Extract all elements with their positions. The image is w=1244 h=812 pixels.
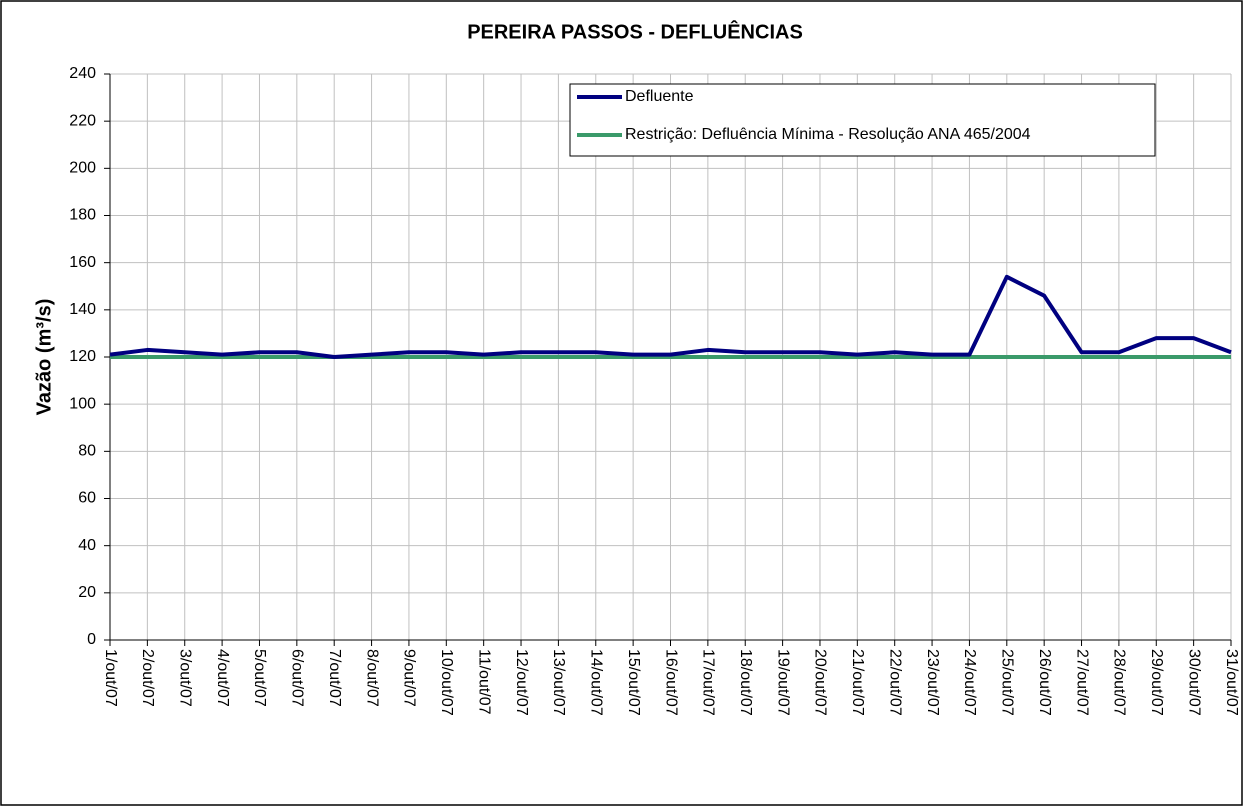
- x-tick-label: 9/out/07: [401, 649, 418, 707]
- x-tick-label: 8/out/07: [363, 649, 380, 707]
- chart-title: PEREIRA PASSOS - DEFLUÊNCIAS: [467, 19, 803, 43]
- x-tick-label: 20/out/07: [812, 649, 829, 716]
- x-tick-label: 15/out/07: [625, 649, 642, 716]
- series-line: [109, 274, 1232, 359]
- x-tick-label: 16/out/07: [662, 649, 679, 716]
- y-tick-label: 40: [78, 537, 96, 554]
- x-tick-label: 1/out/07: [102, 649, 119, 707]
- x-tick-label: 30/out/07: [1185, 649, 1202, 716]
- y-tick-label: 80: [78, 443, 96, 460]
- legend-box: [569, 83, 1156, 157]
- x-tick-label: 17/out/07: [700, 649, 717, 716]
- x-tick-label: 27/out/07: [1073, 649, 1090, 716]
- x-tick-label: 6/out/07: [289, 649, 306, 707]
- x-tick-label: 29/out/07: [1148, 649, 1165, 716]
- x-tick-label: 24/out/07: [961, 649, 978, 716]
- x-tick-label: 4/out/07: [214, 649, 231, 707]
- x-tick-label: 22/out/07: [886, 649, 903, 716]
- y-tick-label: 20: [78, 584, 96, 601]
- y-axis-label: Vazão (m³/s): [33, 299, 55, 416]
- y-tick-label: 120: [69, 348, 96, 365]
- x-tick-label: 3/out/07: [176, 649, 193, 707]
- x-tick-label: 10/out/07: [438, 649, 455, 716]
- x-tick-label: 5/out/07: [251, 649, 268, 707]
- x-tick-label: 13/out/07: [550, 649, 567, 716]
- y-tick-label: 100: [69, 395, 96, 412]
- x-tick-label: 7/out/07: [326, 649, 343, 707]
- legend-label: Restrição: Defluência Mínima - Resolução…: [625, 126, 1031, 143]
- x-tick-label: 28/out/07: [1111, 649, 1128, 716]
- y-tick-label: 140: [69, 301, 96, 318]
- y-tick-label: 240: [69, 65, 96, 82]
- x-tick-label: 2/out/07: [139, 649, 156, 707]
- x-tick-label: 26/out/07: [1036, 649, 1053, 716]
- x-tick-label: 12/out/07: [513, 649, 530, 716]
- x-tick-label: 14/out/07: [588, 649, 605, 716]
- legend-label: Defluente: [625, 88, 694, 105]
- y-tick-label: 220: [69, 112, 96, 129]
- y-tick-label: 180: [69, 207, 96, 224]
- x-tick-label: 18/out/07: [737, 649, 754, 716]
- x-tick-label: 25/out/07: [999, 649, 1016, 716]
- y-tick-label: 60: [78, 490, 96, 507]
- x-tick-label: 31/out/07: [1223, 649, 1240, 716]
- x-tick-label: 21/out/07: [849, 649, 866, 716]
- x-tick-label: 23/out/07: [924, 649, 941, 716]
- y-tick-label: 160: [69, 254, 96, 271]
- x-tick-label: 11/out/07: [475, 649, 492, 715]
- y-tick-label: 200: [69, 160, 96, 177]
- y-tick-label: 0: [87, 631, 96, 648]
- x-tick-label: 19/out/07: [774, 649, 791, 716]
